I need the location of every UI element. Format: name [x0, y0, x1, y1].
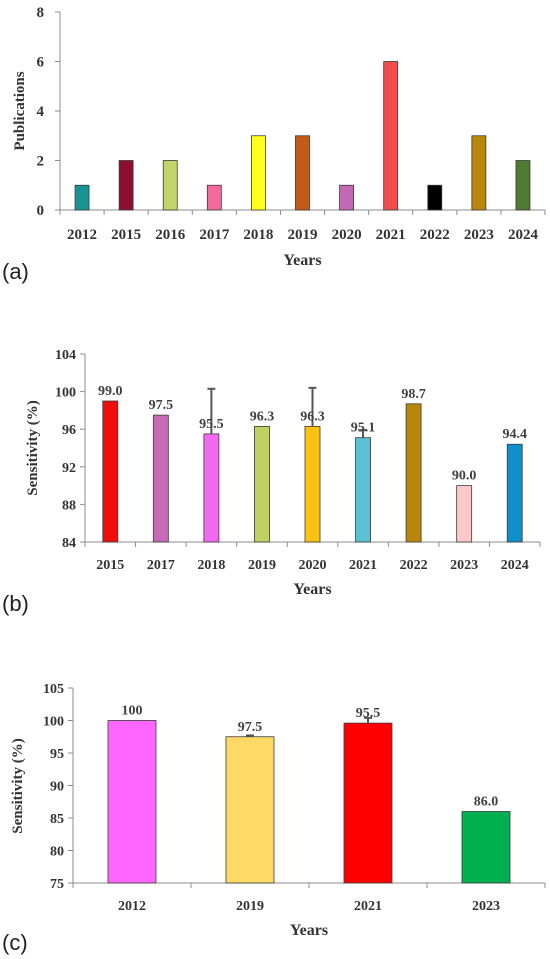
y-tick-label: 88: [62, 498, 76, 513]
x-tick-label: 2023: [450, 558, 478, 573]
x-tick-label: 2016: [155, 227, 186, 243]
panel-label: (b): [2, 591, 29, 616]
bar-2021: [343, 722, 393, 884]
x-axis-title: Years: [293, 581, 331, 598]
y-tick-label: 0: [37, 203, 45, 219]
data-label: 86.0: [474, 795, 499, 810]
bar-2012: [107, 720, 157, 884]
y-tick-label: 80: [50, 845, 64, 860]
x-tick-label: 2023: [464, 227, 494, 243]
chart-panel-a: 0 2 4 6 8 2012 2015 2016 2017 2018 2019 2020 2021 202…: [2, 5, 546, 284]
x-tick-label: 2017: [147, 558, 175, 573]
data-label: 95.5: [199, 417, 224, 432]
x-tick-label: 2021: [349, 558, 377, 573]
bar-2019: [225, 736, 275, 884]
y-tick-label: 84: [62, 536, 76, 551]
panel-label: (a): [2, 259, 29, 284]
x-tick-label: 2020: [299, 558, 327, 573]
x-tick-label: 2019: [248, 558, 276, 573]
bar-2023: [461, 811, 511, 884]
y-axis-title: Sensitivity (%): [10, 738, 26, 833]
x-tick-label: 2018: [243, 227, 273, 243]
x-tick-label: 2012: [118, 899, 146, 914]
data-label: 96.3: [250, 409, 275, 424]
x-tick-label: 2021: [354, 899, 382, 914]
bar-2012: [74, 184, 90, 211]
y-tick-label: 6: [37, 55, 45, 71]
chart-panel-c: 75 80 85 90 95 100 105 100 2012 97.5 2019 95.5 2021 8…: [2, 682, 546, 955]
bar-2018: [203, 433, 220, 543]
x-tick-label: 2015: [111, 227, 141, 243]
data-label: 100: [122, 704, 143, 719]
data-label: 97.5: [149, 398, 174, 413]
panel-label: (c): [2, 930, 28, 955]
bar-2022: [427, 184, 443, 211]
x-tick-label: 2021: [376, 227, 406, 243]
x-tick-label: 2024: [501, 558, 529, 573]
bar-2023: [471, 135, 487, 211]
bar-2017: [152, 414, 169, 543]
bar-2020: [304, 425, 321, 543]
bar-2019: [295, 135, 310, 211]
y-tick-label: 95: [50, 747, 64, 762]
x-tick-label: 2024: [508, 227, 539, 243]
x-tick-label: 2020: [332, 227, 362, 243]
y-tick-label: 104: [55, 348, 76, 363]
x-axis-title: Years: [283, 252, 321, 269]
bar-2022: [405, 403, 422, 543]
bar-2023: [456, 485, 473, 543]
bar-2021: [355, 437, 371, 543]
data-label: 98.7: [401, 387, 426, 402]
y-tick-label: 96: [62, 423, 76, 438]
bar-2020: [339, 184, 354, 211]
y-tick-label: 75: [50, 877, 64, 892]
data-label: 99.0: [98, 384, 123, 399]
y-tick-label: 92: [62, 461, 76, 476]
x-tick-label: 2022: [420, 227, 450, 243]
data-label: 94.4: [502, 427, 527, 442]
y-tick-label: 2: [37, 154, 45, 170]
bar-2016: [162, 160, 178, 211]
x-tick-label: 2017: [199, 227, 230, 243]
y-tick-label: 90: [50, 780, 64, 795]
bar-2017: [206, 184, 222, 211]
y-tick-label: 105: [43, 682, 64, 697]
x-axis-title: Years: [290, 922, 328, 939]
x-tick-label: 2019: [288, 227, 318, 243]
bar-2024: [515, 160, 531, 211]
data-label: 90.0: [452, 469, 477, 484]
x-tick-label: 2022: [400, 558, 428, 573]
y-tick-label: 100: [55, 386, 76, 401]
y-tick-label: 8: [37, 5, 45, 21]
bar-2015: [102, 400, 119, 543]
chart-panel-b: 84 88 92 96 100 104 99.0 2015 97.5 2017 95.5 2018 96…: [2, 348, 541, 616]
bar-2015: [118, 160, 134, 211]
bar-2019: [254, 425, 270, 543]
y-tick-label: 100: [43, 715, 64, 730]
data-label: 96.3: [300, 409, 325, 424]
bar-2024: [506, 443, 523, 543]
x-tick-label: 2015: [96, 558, 124, 573]
y-axis-title: Publications: [12, 71, 28, 150]
x-tick-label: 2012: [67, 227, 97, 243]
x-tick-label: 2023: [472, 899, 500, 914]
data-label: 95.1: [351, 421, 376, 436]
bar-2018: [251, 135, 266, 211]
bar-2021: [383, 61, 399, 211]
data-label: 95.5: [356, 706, 381, 721]
x-tick-label: 2018: [197, 558, 225, 573]
x-tick-label: 2019: [236, 899, 264, 914]
y-tick-label: 4: [37, 104, 45, 120]
y-tick-label: 85: [50, 812, 64, 827]
y-axis-title: Sensitivity (%): [25, 400, 41, 495]
data-label: 97.5: [238, 720, 263, 735]
